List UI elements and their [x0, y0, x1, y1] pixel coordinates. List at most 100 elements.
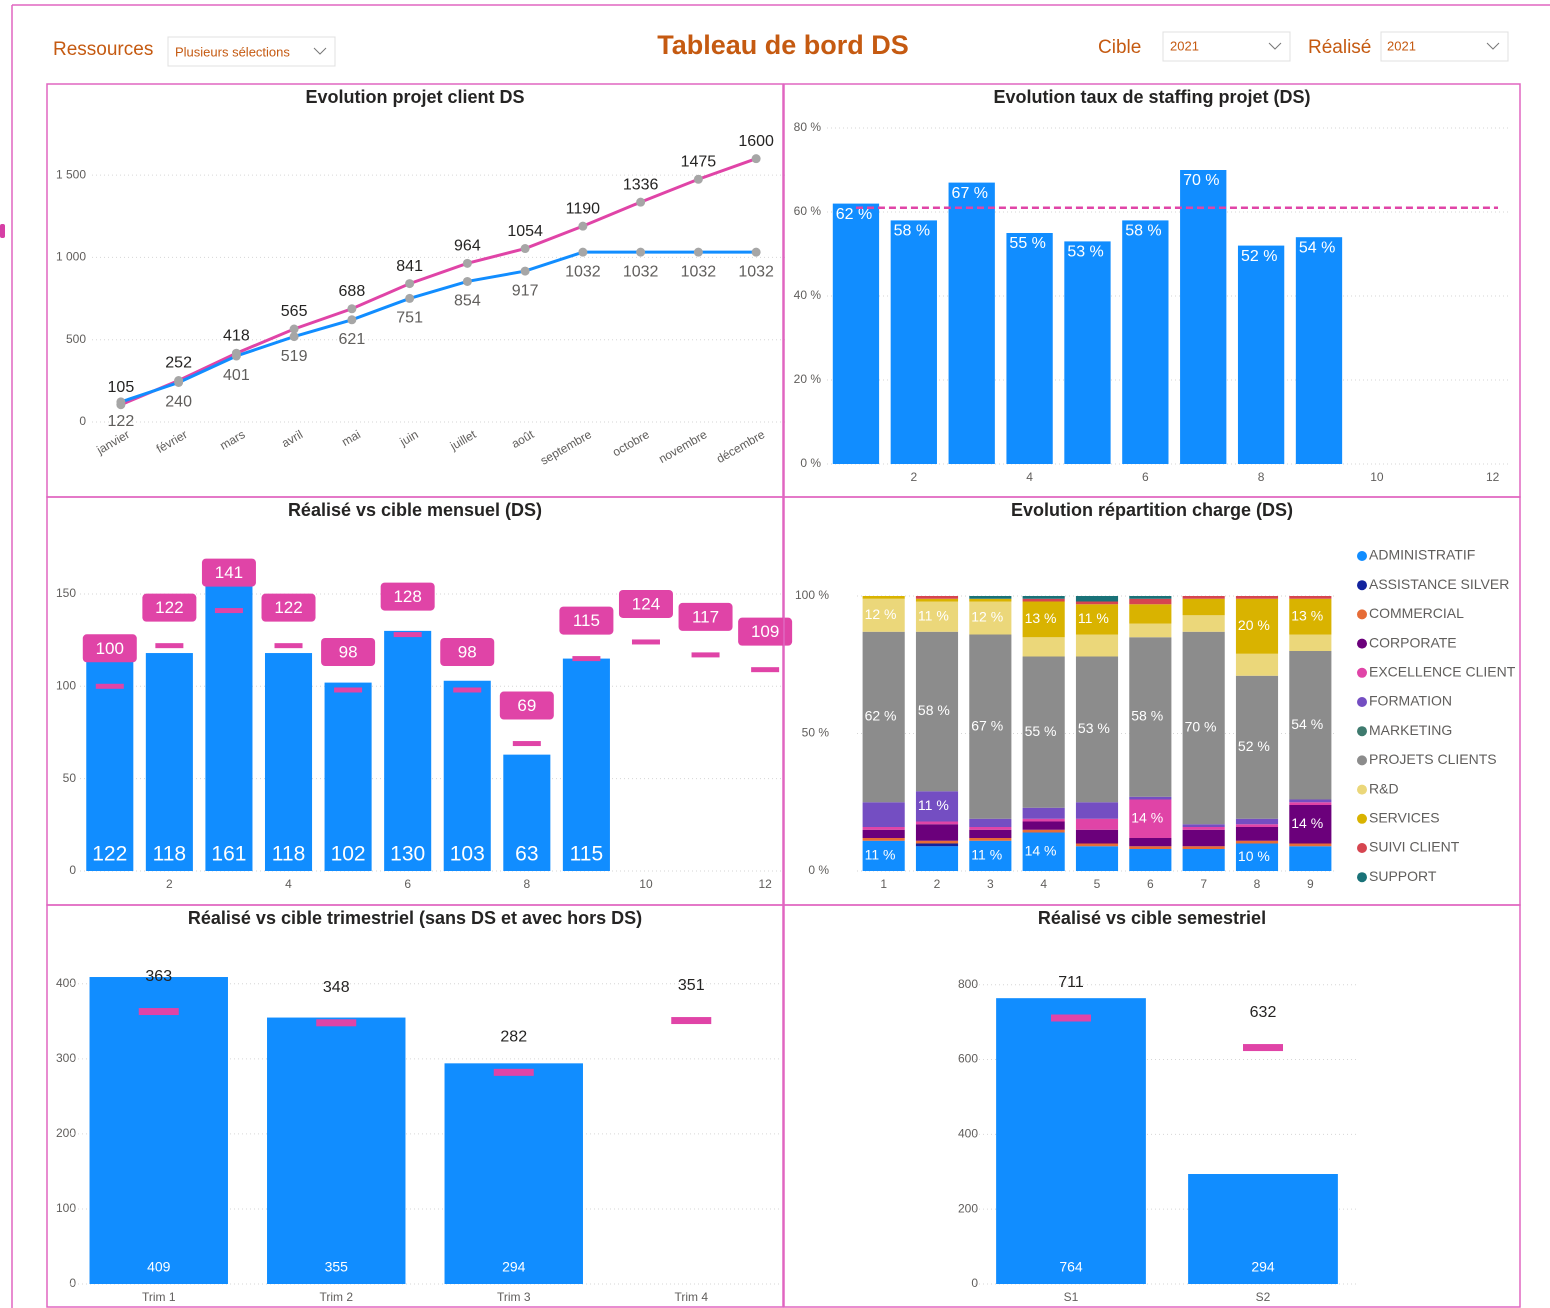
bar-segment — [1182, 846, 1225, 849]
bar — [1237, 245, 1285, 464]
y-tick-label: 400 — [958, 1127, 978, 1141]
bar-segment — [1289, 799, 1332, 803]
bar-segment — [1289, 651, 1332, 800]
x-tick-label: octobre — [610, 427, 652, 459]
legend-swatch — [1357, 813, 1367, 824]
bar-segment — [1182, 615, 1225, 632]
y-tick-label: 100 — [56, 678, 76, 692]
dropdown-box[interactable] — [167, 36, 336, 67]
bar — [205, 573, 253, 871]
data-label: 122 — [108, 413, 135, 430]
target-marker — [1051, 1014, 1091, 1022]
chevron[interactable] — [1268, 42, 1282, 50]
y-tick-label: 150 — [56, 586, 76, 600]
bar-segment — [1235, 824, 1279, 827]
data-label: 621 — [339, 331, 366, 348]
dropdown-value[interactable]: Plusieurs sélections — [175, 44, 290, 59]
bar — [1180, 170, 1227, 464]
x-tick-label: novembre — [656, 427, 709, 466]
bar-segment — [1075, 843, 1119, 847]
bar-segment — [1235, 818, 1279, 825]
bar-segment — [1075, 818, 1119, 830]
bar-segment — [969, 601, 1012, 635]
data-label: 764 — [1059, 1259, 1083, 1275]
realise-label: Réalisé — [1308, 37, 1371, 58]
data-label: 1336 — [623, 176, 659, 193]
target-marker — [751, 667, 780, 673]
legend-swatch — [1357, 638, 1367, 649]
bar-segment — [969, 598, 1012, 602]
data-label: 854 — [454, 293, 481, 310]
data-label: 53 % — [1067, 244, 1103, 261]
target-label-box — [142, 593, 197, 622]
legend-label: FORMATION — [1369, 693, 1452, 709]
bar — [1006, 233, 1053, 464]
data-label: 409 — [147, 1259, 171, 1275]
target-marker — [1243, 1044, 1283, 1052]
bar — [562, 658, 610, 871]
point — [462, 276, 472, 286]
dropdown-box[interactable] — [1380, 31, 1509, 62]
chart-title: Evolution répartition charge (DS) — [1011, 500, 1293, 520]
target-label: 109 — [751, 622, 779, 641]
chevron[interactable] — [1486, 42, 1500, 50]
x-tick-label: 7 — [1200, 877, 1207, 891]
bar-segment — [1235, 598, 1279, 654]
point — [405, 293, 415, 303]
bar-segment — [1235, 843, 1279, 871]
data-label: 11 % — [918, 797, 949, 813]
x-tick-label: S1 — [1064, 1290, 1079, 1304]
point — [289, 324, 299, 334]
target-label: 100 — [96, 639, 124, 658]
realise-dropdown[interactable]: 2021 — [1380, 31, 1509, 62]
bar-segment — [1129, 838, 1172, 847]
target-label: 128 — [393, 587, 421, 606]
data-label: 1032 — [681, 263, 717, 280]
y-tick-label: 1 000 — [56, 250, 86, 264]
bar-segment — [1289, 843, 1332, 847]
target-marker — [334, 687, 363, 693]
dropdown-box[interactable] — [1162, 31, 1291, 62]
bar — [1064, 241, 1111, 464]
legend-swatch — [1357, 697, 1367, 707]
data-label: 70 % — [1183, 172, 1219, 189]
bar-segment — [1289, 596, 1332, 599]
bar-segment — [1129, 598, 1172, 605]
bar-segment — [915, 824, 959, 841]
y-tick-label: 100 — [56, 1201, 76, 1215]
point — [751, 154, 761, 164]
legend-label: SERVICES — [1369, 810, 1440, 826]
target-label: 124 — [632, 594, 660, 613]
bar-segment — [915, 598, 959, 602]
data-label: 54 % — [1291, 716, 1323, 732]
bar-segment — [862, 802, 905, 827]
x-tick-label: avril — [279, 427, 305, 450]
bar-segment — [862, 838, 905, 841]
bar-segment — [915, 821, 959, 825]
target-marker — [95, 683, 124, 689]
point — [693, 247, 703, 257]
target-label: 98 — [458, 642, 477, 661]
bar-segment — [1129, 799, 1172, 838]
x-tick-label: 2 — [166, 877, 173, 891]
bar — [503, 754, 551, 871]
y-tick-label: 400 — [56, 976, 76, 990]
dropdown-value[interactable]: 2021 — [1170, 38, 1199, 53]
data-label: 62 % — [836, 206, 872, 223]
bar-segment — [862, 596, 905, 599]
y-tick-label: 300 — [56, 1051, 76, 1065]
bar — [996, 998, 1146, 1284]
chevron[interactable] — [313, 47, 327, 55]
data-label: 58 % — [1125, 223, 1161, 240]
cible-dropdown[interactable]: 2021 — [1162, 31, 1291, 62]
bar-segment — [1182, 824, 1225, 827]
x-tick-label: 10 — [639, 877, 653, 891]
target-label: 117 — [692, 607, 719, 626]
dropdown-value[interactable]: 2021 — [1387, 38, 1416, 53]
bar — [444, 1063, 583, 1284]
x-tick-label: janvier — [93, 427, 131, 457]
resources-dropdown[interactable]: Plusieurs sélections — [167, 36, 336, 67]
point — [231, 351, 241, 361]
x-tick-label: 3 — [987, 877, 994, 891]
frame-tab — [0, 224, 5, 238]
